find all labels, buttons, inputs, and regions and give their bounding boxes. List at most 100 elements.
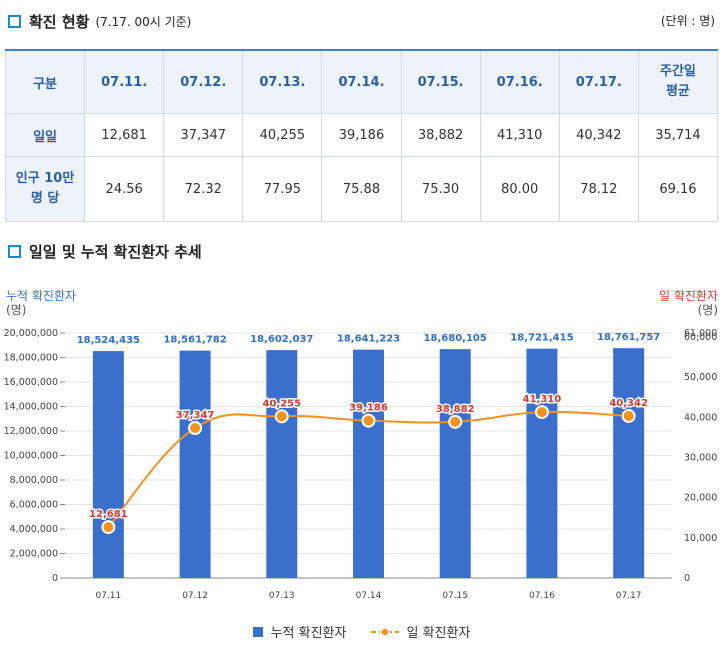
x-tick-label: 07.12 (182, 591, 208, 601)
section-title: 일일 및 누적 확진환자 추세 (29, 243, 202, 261)
y-left-tick-label: 20,000,000 (4, 328, 58, 339)
section-header-trend: 일일 및 누적 확진환자 추세 (8, 241, 202, 262)
table-cell: 41,310 (479, 113, 560, 157)
line-point (534, 405, 549, 420)
x-tick-label: 07.17 (616, 591, 642, 601)
table-cell: 39,186 (321, 113, 402, 157)
table-cell: 35,714 (637, 113, 719, 157)
table-cell: 40,255 (242, 113, 323, 157)
table-header-cell: 07.15. (400, 49, 481, 114)
bar-data-label: 18,602,037 (250, 334, 313, 345)
y-left-tick-label: 14,000,000 (4, 402, 58, 413)
y-right-tick-label: 20,000 (684, 493, 717, 504)
table-header-cell: 07.16. (479, 49, 560, 114)
table-header-cell: 07.17. (558, 49, 639, 114)
y-left-tick-label: 18,000,000 (4, 353, 58, 364)
y-left-tick-label: 6,000,000 (10, 500, 58, 511)
x-tick-label: 07.11 (95, 591, 121, 601)
line-data-label: 39,186 (349, 403, 388, 414)
left-axis-title: 누적 확진환자 (6, 289, 77, 303)
left-axis-unit: (명) (6, 303, 27, 317)
bar (179, 350, 211, 578)
y-left-tick-label: 10,000,000 (4, 451, 58, 462)
bar (526, 348, 558, 578)
y-left-tick-label: 0 (52, 573, 58, 584)
x-tick-label: 07.14 (356, 591, 382, 601)
legend-label: 일 확진환자 (406, 626, 471, 641)
stats-table: 구분 07.11. 07.12. 07.13. 07.14. 07.15. 07… (4, 49, 719, 222)
row-label: 일일 (4, 113, 86, 157)
table-cell: 40,342 (558, 113, 639, 157)
bar-data-label: 18,524,435 (77, 335, 140, 346)
table-cell: 69.16 (637, 156, 719, 222)
table-cell: 75.30 (400, 156, 481, 222)
table-cell: 37,347 (163, 113, 244, 157)
trend-chart: 0 2,000,000 4,000,000 6,000,000 8,000,000 10,… (4, 328, 718, 601)
table-cell: 77.95 (242, 156, 323, 222)
y-right-tick-label: 60,000 (684, 332, 717, 343)
line-data-label: 40,255 (262, 398, 301, 409)
line-point (188, 420, 203, 435)
y-left-tick-label: 16,000,000 (4, 377, 58, 388)
x-tick-label: 07.16 (529, 591, 555, 601)
legend-label: 누적 확진환자 (270, 626, 347, 641)
y-right-tick-label: 50,000 (684, 372, 717, 383)
table-header-cell: 07.13. (242, 49, 323, 114)
line-point (101, 520, 116, 535)
legend-item-cumulative: 누적 확진환자 (252, 622, 347, 641)
table-row: 일일 12,681 37,347 40,255 39,186 38,882 41… (4, 113, 719, 157)
table-header-row: 구분 07.11. 07.12. 07.13. 07.14. 07.15. 07… (4, 49, 719, 114)
line-point (274, 409, 289, 424)
table-row: 인구 10만 명 당 24.56 72.32 77.95 75.88 75.30… (4, 156, 719, 222)
table-header-cell: 구분 (4, 49, 86, 114)
line-point (361, 413, 376, 428)
bar (353, 349, 384, 578)
square-bullet-icon (8, 15, 21, 28)
right-axis-title: 일 확진환자 (658, 289, 718, 303)
bar-data-label: 18,680,105 (424, 333, 487, 344)
x-tick-label: 07.13 (269, 591, 295, 601)
table-cell: 24.56 (84, 156, 165, 222)
table-cell: 78.12 (558, 156, 639, 222)
unit-label: (단위 : 명) (660, 14, 715, 28)
y-right-tick-label: 61,000 (684, 328, 717, 339)
row-label: 인구 10만 명 당 (4, 156, 86, 222)
y-left-tick-label: 4,000,000 (10, 524, 58, 535)
line-data-label: 37,347 (176, 410, 215, 421)
x-tick-label: 07.15 (442, 591, 468, 601)
table-cell: 38,882 (400, 113, 481, 157)
bar (439, 349, 471, 578)
right-axis-unit: (명) (697, 303, 718, 317)
line-point (621, 408, 636, 423)
y-left-tick-label: 8,000,000 (10, 475, 58, 486)
section-subtitle: (7.17. 00시 기준) (95, 15, 192, 29)
chart-legend: 누적 확진환자 일 확진환자 (0, 622, 723, 641)
table-cell: 75.88 (321, 156, 402, 222)
table-header-cell: 07.11. (84, 49, 165, 114)
y-right-tick-label: 30,000 (684, 453, 717, 464)
square-bullet-icon (8, 245, 21, 258)
bar (613, 348, 645, 578)
table-cell: 12,681 (84, 113, 165, 157)
table-cell: 72.32 (163, 156, 244, 222)
line-marker-swatch-icon (371, 626, 400, 637)
y-left-tick-label: 12,000,000 (4, 426, 58, 437)
legend-item-daily: 일 확진환자 (370, 622, 470, 641)
table-header-cell: 주간일 평균 (637, 49, 719, 114)
line-data-label: 41,310 (523, 394, 562, 405)
section-header-status: 확진 현황 (7.17. 00시 기준) (8, 11, 191, 32)
table-header-cell: 07.14. (321, 49, 402, 114)
bar-data-label: 18,721,415 (510, 333, 573, 344)
section-title: 확진 현황 (29, 13, 90, 31)
bar-data-label: 18,641,223 (337, 334, 400, 345)
bar (266, 350, 298, 578)
bar (92, 351, 124, 578)
line-point (448, 414, 463, 429)
line-data-label: 12,681 (89, 509, 128, 520)
line-data-label: 40,342 (609, 398, 648, 409)
bar-swatch-icon (252, 626, 263, 637)
y-right-tick-label: 10,000 (684, 533, 717, 544)
table-header-cell: 07.12. (163, 49, 244, 114)
bar-data-label: 18,761,757 (597, 332, 660, 343)
table-cell: 80.00 (479, 156, 560, 222)
